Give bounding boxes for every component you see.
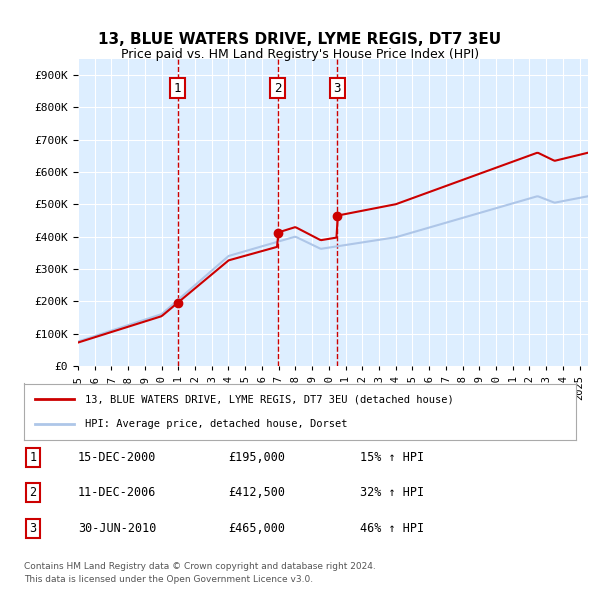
Text: Price paid vs. HM Land Registry's House Price Index (HPI): Price paid vs. HM Land Registry's House …: [121, 48, 479, 61]
Text: HPI: Average price, detached house, Dorset: HPI: Average price, detached house, Dors…: [85, 419, 347, 429]
Text: £465,000: £465,000: [228, 522, 285, 535]
Text: 30-JUN-2010: 30-JUN-2010: [78, 522, 157, 535]
Text: 46% ↑ HPI: 46% ↑ HPI: [360, 522, 424, 535]
Text: 11-DEC-2006: 11-DEC-2006: [78, 486, 157, 499]
Text: 1: 1: [29, 451, 37, 464]
Text: 2: 2: [274, 81, 281, 94]
Text: 15-DEC-2000: 15-DEC-2000: [78, 451, 157, 464]
Text: 2: 2: [29, 486, 37, 499]
Text: £195,000: £195,000: [228, 451, 285, 464]
Text: This data is licensed under the Open Government Licence v3.0.: This data is licensed under the Open Gov…: [24, 575, 313, 584]
Text: 3: 3: [334, 81, 341, 94]
Text: 3: 3: [29, 522, 37, 535]
Text: 1: 1: [174, 81, 181, 94]
Text: 13, BLUE WATERS DRIVE, LYME REGIS, DT7 3EU: 13, BLUE WATERS DRIVE, LYME REGIS, DT7 3…: [98, 32, 502, 47]
Text: 32% ↑ HPI: 32% ↑ HPI: [360, 486, 424, 499]
Text: Contains HM Land Registry data © Crown copyright and database right 2024.: Contains HM Land Registry data © Crown c…: [24, 562, 376, 571]
Text: 15% ↑ HPI: 15% ↑ HPI: [360, 451, 424, 464]
Text: £412,500: £412,500: [228, 486, 285, 499]
Text: 13, BLUE WATERS DRIVE, LYME REGIS, DT7 3EU (detached house): 13, BLUE WATERS DRIVE, LYME REGIS, DT7 3…: [85, 394, 454, 404]
